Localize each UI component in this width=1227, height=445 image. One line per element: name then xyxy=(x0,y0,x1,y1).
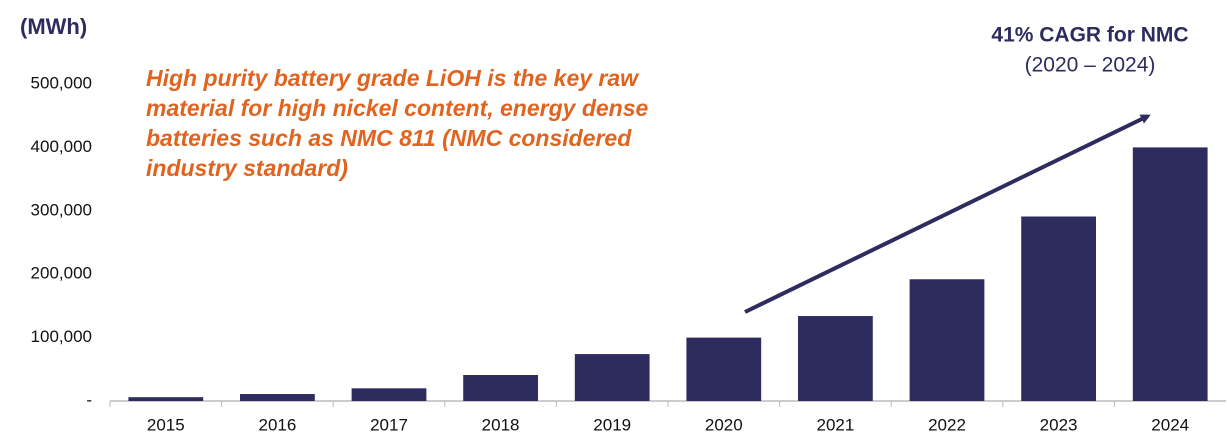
y-tick-label: 200,000 xyxy=(31,264,92,283)
annotation: industry standard) xyxy=(146,155,348,181)
y-tick-label: - xyxy=(86,390,92,409)
callout-subtitle: (2020 – 2024) xyxy=(1025,54,1156,77)
bar xyxy=(909,279,985,401)
bar xyxy=(798,316,873,401)
x-tick-label: 2019 xyxy=(593,415,631,434)
bar xyxy=(128,397,204,401)
x-tick-label: 2020 xyxy=(705,415,743,434)
x-tick-label: 2021 xyxy=(816,415,854,434)
y-axis-label: (MWh) xyxy=(20,14,87,39)
bar xyxy=(686,337,762,401)
y-tick-label: 100,000 xyxy=(31,327,92,346)
y-tick-label: 400,000 xyxy=(31,137,92,156)
callout-title: 41% CAGR for NMC xyxy=(991,24,1188,47)
x-tick-label: 2024 xyxy=(1151,415,1189,434)
x-tick-label: 2017 xyxy=(370,415,408,434)
bar xyxy=(1132,147,1208,401)
x-tick-label: 2023 xyxy=(1040,415,1078,434)
y-tick-label: 500,000 xyxy=(31,73,92,92)
bar xyxy=(1021,216,1096,401)
x-tick-label: 2018 xyxy=(482,415,520,434)
bar xyxy=(463,375,538,401)
bar xyxy=(574,354,650,401)
annotation: High purity battery grade LiOH is the ke… xyxy=(146,65,640,91)
y-tick-label: 300,000 xyxy=(31,200,92,219)
bar xyxy=(240,394,315,401)
x-tick-label: 2022 xyxy=(928,415,966,434)
x-tick-label: 2016 xyxy=(258,415,296,434)
x-tick-label: 2015 xyxy=(147,415,185,434)
bar xyxy=(351,388,427,401)
trend-arrow xyxy=(744,114,1151,314)
annotation: batteries such as NMC 811 (NMC considere… xyxy=(146,125,632,151)
annotation: material for high nickel content, energy… xyxy=(146,95,649,121)
